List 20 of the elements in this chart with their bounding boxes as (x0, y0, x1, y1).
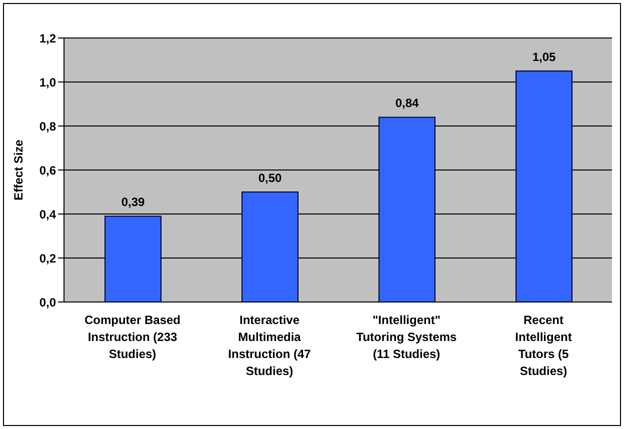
x-tick-label: Computer Based Instruction (233 Studies) (84, 313, 181, 361)
x-tick-label: Recent Intelligent Tutors (5 Studies) (515, 313, 572, 378)
y-tick-label: 0,2 (39, 251, 56, 266)
y-tick-label: 0,0 (39, 295, 56, 310)
x-tick-label: Interactive Multimedia Instruction (47 Studies) (228, 313, 312, 378)
bar (378, 116, 436, 302)
y-tick-label: 0,8 (39, 119, 56, 134)
bar (104, 216, 162, 302)
data-label: 0,50 (258, 171, 282, 185)
y-tick-label: 0,4 (39, 207, 56, 222)
data-label: 1,05 (532, 50, 556, 64)
data-label: 0,39 (121, 195, 145, 210)
x-tick-label: "Intelligent" Tutoring Systems (11 Studies) (356, 313, 458, 361)
bar (242, 192, 298, 302)
bar (516, 70, 572, 302)
data-label: 0,84 (395, 96, 419, 110)
y-axis-title: Effect Size (11, 139, 26, 200)
y-tick-label: 0,6 (39, 163, 56, 178)
y-tick-label: 1,0 (39, 75, 56, 90)
y-tick-label: 1,2 (39, 31, 56, 46)
